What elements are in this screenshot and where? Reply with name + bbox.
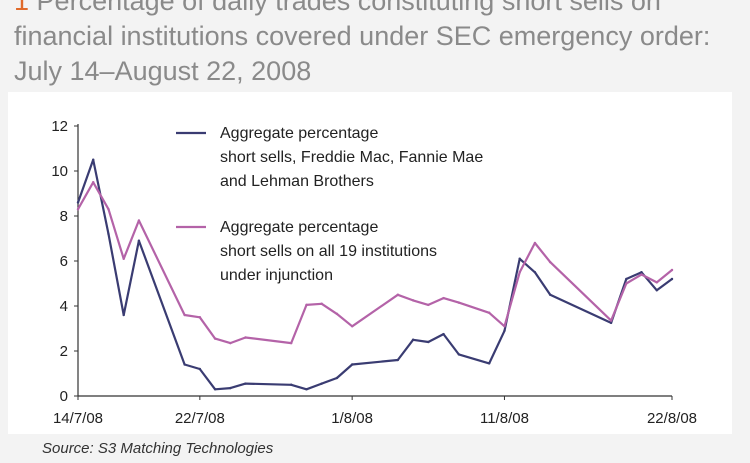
series-2-point bbox=[548, 260, 552, 264]
x-tick-label: 22/7/08 bbox=[175, 410, 225, 427]
series-2-point bbox=[183, 313, 186, 317]
source-note: Source: S3 Matching Technologies bbox=[42, 440, 274, 457]
y-tick-label: 12 bbox=[51, 118, 68, 135]
y-tick-label: 4 bbox=[60, 298, 68, 315]
y-tick-label: 2 bbox=[60, 343, 68, 360]
series-1-point bbox=[442, 332, 445, 336]
series-2-point bbox=[350, 325, 354, 328]
series-2-point bbox=[305, 303, 308, 307]
series-1-point bbox=[548, 293, 552, 296]
series-2-point bbox=[290, 341, 293, 345]
series-2-point bbox=[229, 341, 232, 345]
series-2-point bbox=[244, 336, 247, 339]
series-1-point bbox=[670, 277, 674, 281]
series-1-point bbox=[305, 388, 308, 391]
series-2-point bbox=[670, 268, 674, 272]
series-2-point bbox=[137, 219, 141, 222]
y-tick-label: 10 bbox=[51, 163, 68, 180]
series-1-point bbox=[183, 363, 186, 366]
series-1-point bbox=[198, 367, 202, 371]
y-tick-label: 6 bbox=[60, 253, 68, 270]
series-1-point bbox=[427, 340, 430, 344]
chart-title: 1 Percentage of daily trades constitutin… bbox=[14, 0, 714, 89]
legend-label-1: Aggregate percentage bbox=[220, 125, 378, 142]
series-1-point bbox=[488, 362, 491, 365]
series-1-point bbox=[518, 257, 521, 260]
series-1-point bbox=[396, 358, 400, 362]
series-1-point bbox=[503, 329, 506, 332]
series-1-point bbox=[244, 382, 247, 385]
series-2-point bbox=[655, 281, 658, 284]
series-2-point bbox=[488, 311, 491, 314]
series-1-point bbox=[335, 376, 339, 380]
series-1-point bbox=[122, 313, 125, 317]
y-tick-label: 0 bbox=[60, 388, 68, 405]
chart-frame: 0 2 4 6 8 10 12 14/7/08 22/7/08 1/8/08 11/8/08 22/8… bbox=[8, 92, 732, 434]
series-1-point bbox=[76, 201, 80, 204]
series-1-point bbox=[350, 363, 354, 366]
x-tick-label: 14/7/08 bbox=[53, 410, 103, 427]
legend-label-2: short sells on all 19 institutions bbox=[220, 243, 437, 260]
series-1-point bbox=[137, 239, 141, 242]
series-2-point bbox=[213, 337, 217, 340]
y-tick-label: 8 bbox=[60, 208, 68, 225]
legend-label-2: under injunction bbox=[220, 267, 333, 284]
title-bullet: 1 bbox=[14, 0, 30, 16]
x-tick-label: 11/8/08 bbox=[480, 410, 529, 427]
series-2-point bbox=[335, 312, 339, 316]
series-1-point bbox=[290, 383, 293, 386]
series-2-point bbox=[518, 271, 521, 274]
series-2-point bbox=[198, 316, 202, 319]
series-2-point bbox=[411, 299, 415, 302]
series-2-point bbox=[640, 273, 643, 276]
series-2-point bbox=[427, 303, 430, 307]
series-line-2 bbox=[76, 181, 674, 345]
line-chart: 0 2 4 6 8 10 12 14/7/08 22/7/08 1/8/08 11/8/08 22/8… bbox=[51, 118, 697, 427]
legend-label-1: short sells, Freddie Mac, Fannie Mae bbox=[220, 149, 483, 166]
legend-label-1: and Lehman Brothers bbox=[220, 173, 374, 190]
series-1-point bbox=[92, 158, 95, 161]
x-tick-label: 1/8/08 bbox=[331, 410, 373, 427]
x-tick-label: 22/8/08 bbox=[647, 410, 697, 427]
series-1-point bbox=[411, 338, 415, 341]
series-1-point bbox=[229, 386, 232, 390]
series-1-point bbox=[457, 353, 460, 356]
series-1-point bbox=[640, 271, 643, 274]
series-1-point bbox=[625, 277, 628, 281]
series-2-point bbox=[457, 301, 460, 304]
series-2-point bbox=[107, 208, 110, 211]
series-2-point bbox=[396, 293, 400, 296]
series-1-point bbox=[213, 388, 217, 391]
series-2-point bbox=[442, 296, 445, 300]
series-1-point bbox=[533, 271, 537, 274]
series-1-point bbox=[107, 232, 110, 236]
series-1-point bbox=[320, 382, 323, 385]
title-text: Percentage of daily trades constituting … bbox=[14, 0, 711, 86]
series-1-point bbox=[609, 321, 613, 325]
series-line-1 bbox=[76, 158, 674, 391]
series-2-point bbox=[92, 181, 95, 184]
series-2-point bbox=[533, 241, 537, 245]
series-2-point bbox=[625, 282, 628, 285]
series-2-point bbox=[122, 257, 125, 260]
series-2-point bbox=[76, 208, 80, 211]
series-2-point bbox=[609, 319, 613, 322]
series-2-point bbox=[320, 302, 323, 305]
series-1-point bbox=[655, 289, 658, 292]
series-2-point bbox=[503, 325, 506, 328]
legend-label-2: Aggregate percentage bbox=[220, 219, 378, 236]
